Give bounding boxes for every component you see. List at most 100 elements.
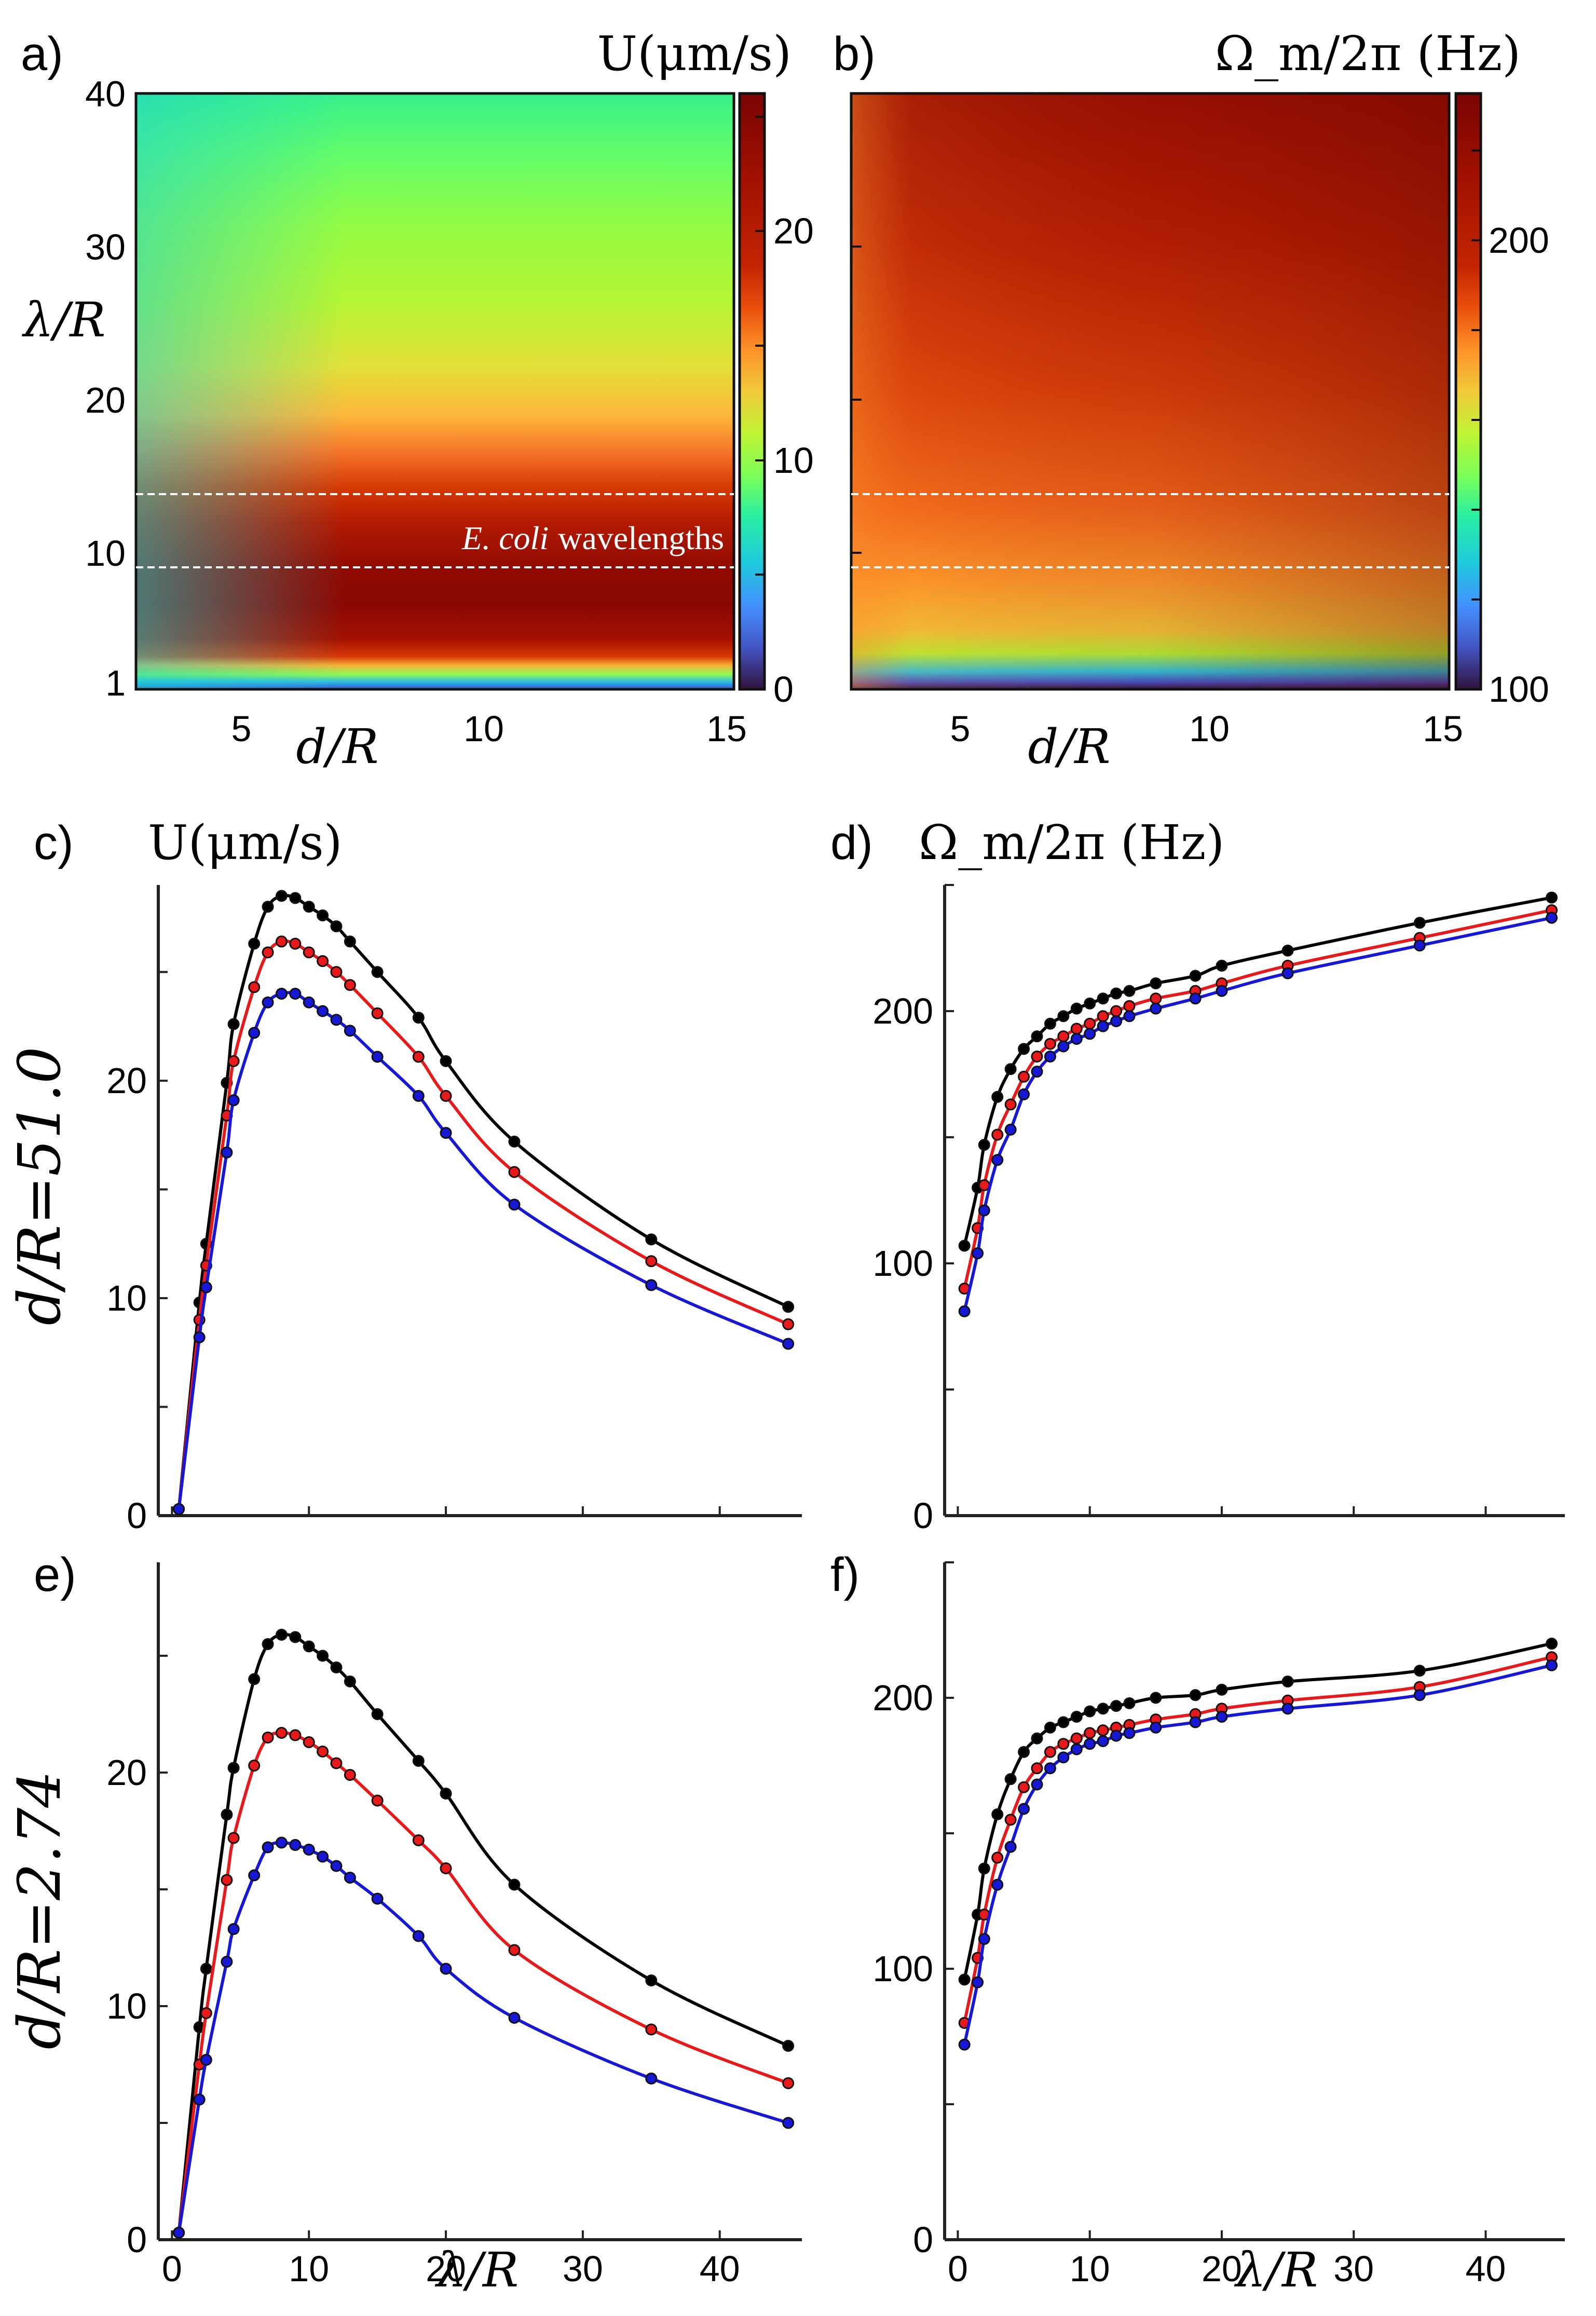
data-point-red [330,966,343,978]
data-point-black [330,920,343,933]
data-point-black [440,1055,452,1067]
data-point-blue [344,1872,356,1884]
data-point-blue [1546,1659,1558,1671]
data-point-blue [1189,1716,1202,1728]
data-point-black [1189,970,1202,982]
data-point-red [508,1166,521,1178]
data-point-blue [1281,1702,1294,1715]
annotation-ecoli: E. coli wavelengths [461,520,724,556]
y-tick-label: 0 [913,2219,933,2260]
data-point-blue [173,2227,185,2239]
data-point-black [782,2040,795,2052]
colorbar-tick-label: 100 [1489,669,1549,710]
data-point-red [1057,1738,1070,1750]
plot-area-d: 0 100 200 [872,884,1565,1536]
data-point-black [262,901,274,913]
data-point-black [412,1012,425,1024]
data-point-red [248,981,261,993]
data-point-red [991,1851,1004,1864]
data-point-blue [289,1839,302,1851]
heatmap-a-frame [134,92,735,691]
data-point-blue [330,1014,343,1026]
data-point-blue [289,987,302,1000]
data-point-black [1084,997,1096,1010]
data-point-black [958,1973,971,1986]
data-point-red [275,935,288,948]
colorbar-b [1454,92,1482,691]
data-point-black [227,1762,240,1774]
data-point-blue [972,1976,984,1988]
plot-area-c: 0 10 20 [106,885,802,1536]
data-point-black [1070,1002,1083,1015]
data-point-black [440,1788,452,1800]
data-point-black [1189,1689,1202,1701]
x-tick-label: 15 [1423,709,1463,749]
data-point-black [1004,1773,1017,1786]
data-point-red [262,1732,274,1743]
data-point-red [227,1055,240,1067]
data-point-blue [1044,1050,1056,1062]
data-point-black [248,1673,261,1685]
data-point-red [991,1128,1004,1141]
data-point-red [508,1944,521,1956]
data-point-black [1057,1010,1070,1023]
heatmap-a-shading [136,93,734,689]
data-point-red [1057,1030,1070,1043]
x-tick-label: 5 [950,709,971,749]
data-point-blue [645,1279,658,1291]
data-point-black [275,1629,288,1641]
data-point-blue [1084,1028,1096,1040]
x-axis-label-b: d/R [1028,719,1110,774]
x-tick-label: 10 [1189,709,1230,749]
y-tick-label: 200 [872,991,933,1031]
x-ticks-a: 5 10 15 [231,709,747,749]
data-point-black [1057,1716,1070,1728]
data-point-blue [1216,985,1228,997]
panel-label-a: a) [21,28,63,80]
x-tick-label: 10 [463,709,504,749]
data-point-red [645,2023,658,2036]
data-point-blue [303,1844,315,1856]
data-point-red [227,1832,240,1844]
data-point-red [1031,1050,1043,1062]
data-point-blue [1123,1727,1136,1739]
data-point-black [221,1808,233,1821]
y-tick-label: 100 [872,1949,933,1989]
colorbar-title-a: U(μm/s) [597,26,792,81]
data-point-red [317,955,329,968]
data-point-blue [508,1198,521,1211]
data-point-blue [1057,1751,1070,1764]
data-point-black [1084,1705,1096,1718]
x-tick-label: 0 [948,2249,968,2289]
heatmap-b-frame [850,92,1451,691]
data-point-black [275,890,288,902]
data-point-black [1413,1665,1426,1677]
data-point-blue [221,1956,233,1968]
data-point-black [1413,917,1426,929]
data-point-black [371,1708,384,1720]
data-point-red [289,937,302,950]
data-point-black [645,1233,658,1246]
panel-d: d) Ω_m/2π (Hz) 0 100 200 [830,815,1565,1536]
data-point-red [782,1318,795,1330]
y-tick-label: 0 [127,2219,147,2260]
panel-label-b: b) [833,28,876,80]
series-line-black [177,893,789,1509]
colorbar-tick-label: 20 [773,211,814,251]
data-point-red [1110,1005,1123,1017]
data-point-black [1018,1043,1030,1055]
annotation-text: wavelengths [558,520,724,556]
data-point-black [1281,1675,1294,1688]
data-point-blue [1031,1066,1043,1078]
data-point-red [412,1051,425,1063]
data-point-black [289,1631,302,1643]
data-point-black [1546,1638,1558,1650]
data-point-black [248,937,261,950]
panel-c: c) U(μm/s) 0 10 20 d/R=51.0 [6,815,802,1536]
panel-label-d: d) [830,816,873,869]
series-line-blue [177,991,789,1509]
data-point-blue [1004,1841,1017,1853]
data-point-red [344,1769,356,1781]
data-point-blue [1546,911,1558,924]
plot-title-c: U(μm/s) [148,815,343,870]
